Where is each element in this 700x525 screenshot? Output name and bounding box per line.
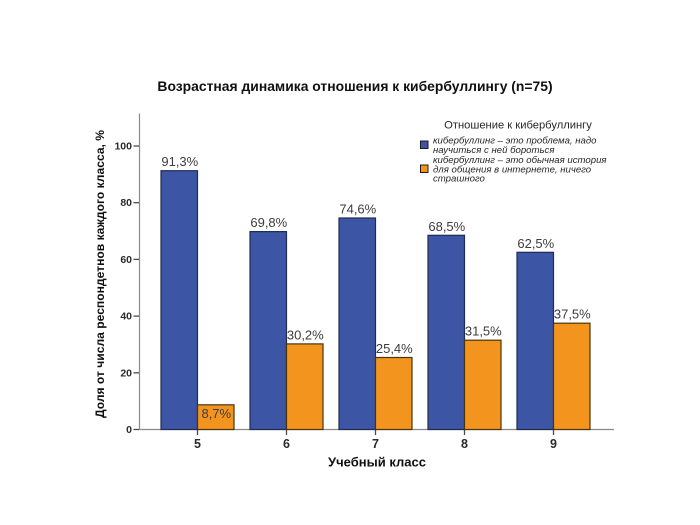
svg-text:40: 40	[120, 311, 132, 323]
svg-text:0: 0	[126, 424, 132, 436]
svg-text:8,7%: 8,7%	[201, 406, 231, 421]
svg-text:20: 20	[120, 367, 132, 379]
svg-text:60: 60	[120, 254, 132, 266]
svg-text:кибербуллинг – это проблема, н: кибербуллинг – это проблема, надо	[433, 136, 597, 147]
svg-text:Возрастная динамика отношения: Возрастная динамика отношения к кибербул…	[157, 78, 552, 94]
svg-text:69,8%: 69,8%	[250, 215, 287, 230]
svg-text:7: 7	[372, 437, 379, 451]
svg-text:100: 100	[114, 141, 132, 153]
svg-text:31,5%: 31,5%	[465, 324, 502, 339]
svg-text:Отношение к кибербуллингу: Отношение к кибербуллингу	[444, 119, 592, 131]
svg-text:74,6%: 74,6%	[339, 202, 376, 217]
svg-text:91,3%: 91,3%	[161, 154, 198, 169]
svg-text:для общения в интернете, ничег: для общения в интернете, ничего	[433, 164, 592, 175]
svg-text:научиться с ней бороться: научиться с ней бороться	[433, 145, 554, 156]
svg-text:9: 9	[550, 437, 557, 451]
svg-text:Доля от числа респондетнов каж: Доля от числа респондетнов каждого класс…	[93, 130, 107, 418]
svg-text:25,4%: 25,4%	[376, 341, 413, 356]
svg-text:5: 5	[194, 437, 201, 451]
svg-text:62,5%: 62,5%	[517, 236, 554, 251]
svg-text:80: 80	[120, 197, 132, 209]
svg-text:6: 6	[283, 437, 290, 451]
svg-text:8: 8	[461, 437, 468, 451]
svg-text:страшного: страшного	[433, 174, 486, 185]
svg-text:кибербуллинг – это обычная ист: кибербуллинг – это обычная история	[433, 155, 607, 166]
svg-text:37,5%: 37,5%	[554, 307, 591, 322]
svg-text:30,2%: 30,2%	[287, 327, 324, 342]
svg-text:Учебный класс: Учебный класс	[328, 455, 426, 470]
svg-text:68,5%: 68,5%	[428, 219, 465, 234]
